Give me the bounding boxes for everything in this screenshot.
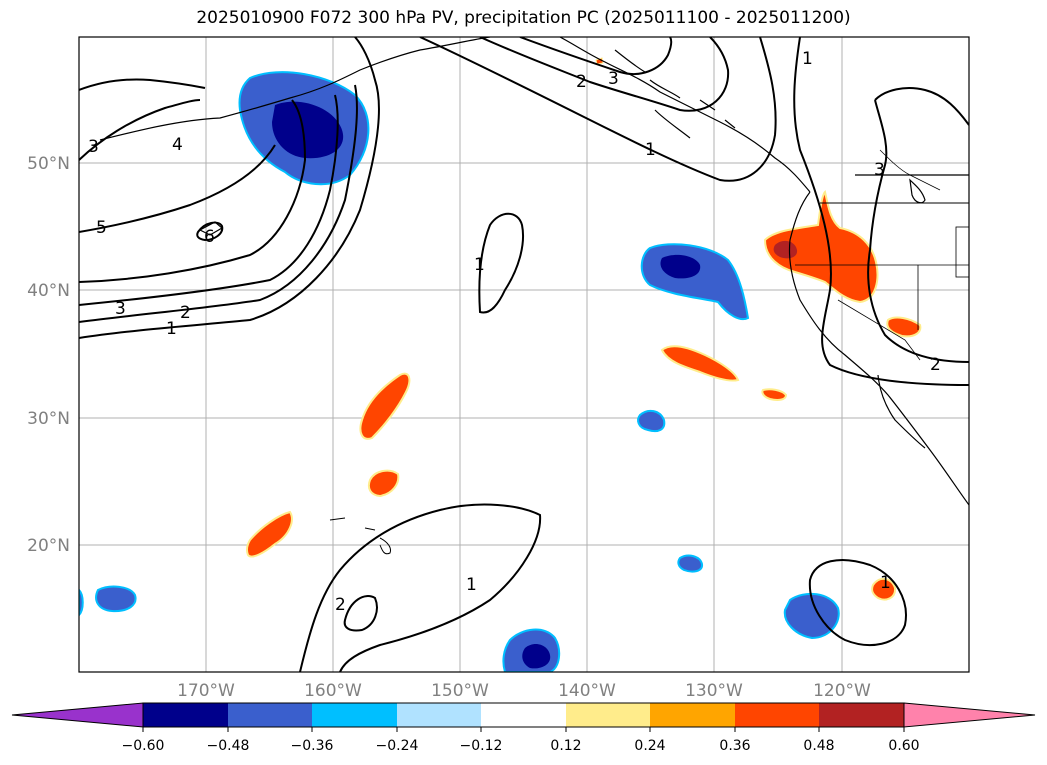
colorbar-tick-label: 0.12: [550, 738, 581, 754]
pv-contour-2-east: [867, 99, 969, 363]
pos-area-21n: [245, 510, 293, 558]
lon-tick-label: 160°W: [304, 681, 362, 701]
colorbar-tick-label: −0.36: [291, 738, 334, 754]
lon-tick-label: 140°W: [558, 681, 616, 701]
colorbar-tick-label: −0.24: [376, 738, 419, 754]
colorbar-segment: [650, 703, 735, 727]
pv-contour-3-top: [79, 78, 206, 91]
lat-tick-labels: 50°N 40°N 30°N 20°N: [27, 154, 70, 556]
pv-contour-1-north: [419, 37, 777, 182]
contour-label: 3: [608, 69, 619, 89]
contour-label: 1: [880, 573, 891, 593]
pv-contour-1-east: [793, 37, 969, 386]
colorbar-tick-label: 0.24: [634, 738, 665, 754]
neg-area-south-central-core: [522, 644, 551, 669]
contour-label: 1: [466, 575, 477, 595]
lat-tick-label: 30°N: [27, 409, 70, 429]
pos-area-california: [763, 190, 879, 304]
contour-label: 2: [576, 72, 587, 92]
contour-labels: 3 4 5 6 3 2 1 2 3 1 1 1 3 2 1 2 1: [88, 49, 941, 615]
pos-area-26n: [367, 469, 400, 498]
neg-area-northeast-pacific-core: [660, 254, 701, 279]
colorbar-segment: [819, 703, 904, 727]
colorbar-segment: [481, 703, 566, 727]
lon-tick-label: 170°W: [177, 681, 235, 701]
neg-area-gulf-alaska-core: [272, 101, 344, 159]
pos-area-california-core: [773, 240, 798, 259]
pv-contour-1-mid: [478, 212, 524, 314]
contour-label: 2: [180, 303, 191, 323]
colorbar-extend-min: [11, 702, 144, 728]
colorbar-tick-label: −0.60: [122, 738, 165, 754]
colorbar-tick-label: −0.48: [207, 738, 250, 754]
lat-tick-label: 20°N: [27, 536, 70, 556]
positive-precip-areas: [245, 57, 922, 601]
lat-tick-label: 40°N: [27, 281, 70, 301]
map-panel: 3 4 5 6 3 2 1 2 3 1 1 1 3 2 1 2 1: [78, 36, 970, 673]
pv-contour-6: [196, 221, 224, 242]
contour-label: 3: [115, 299, 126, 319]
colorbar-tick-label: 0.36: [719, 738, 750, 754]
contour-label: 1: [474, 255, 485, 275]
colorbar-tick-label: −0.12: [460, 738, 503, 754]
pv-contour-1-west: [79, 37, 380, 339]
map-title: 2025010900 F072 300 hPa PV, precipitatio…: [196, 8, 851, 28]
contour-label: 1: [166, 319, 177, 339]
lon-tick-label: 130°W: [685, 681, 743, 701]
colorbar-segment: [735, 703, 819, 727]
colorbar-segment: [312, 703, 397, 727]
pos-area-nevada: [886, 316, 922, 338]
contour-label: 6: [204, 227, 215, 247]
contour-label: 3: [874, 160, 885, 180]
lon-tick-label: 120°W: [813, 681, 871, 701]
colorbar: −0.60 −0.48 −0.36 −0.24 −0.12 0.12 0.24 …: [11, 702, 1036, 754]
colorbar-segment: [397, 703, 481, 727]
lat-tick-label: 50°N: [27, 154, 70, 174]
neg-area-small-19n: [677, 554, 704, 573]
pos-area-baja: [871, 577, 897, 601]
colorbar-segment: [143, 703, 228, 727]
lon-tick-labels: 170°W 160°W 150°W 140°W 130°W 120°W: [177, 681, 871, 701]
contour-label: 5: [96, 218, 107, 238]
pos-area-small-32n: [761, 388, 788, 401]
contour-label: 4: [172, 135, 183, 155]
pos-area-hawaii-north: [359, 372, 411, 440]
pos-area-central-pacific: [660, 345, 740, 382]
colorbar-segment: [228, 703, 312, 727]
gridlines: [79, 37, 969, 672]
lon-tick-label: 150°W: [431, 681, 489, 701]
pv-contour-5-west: [79, 144, 276, 233]
map-frame: [78, 36, 970, 673]
colorbar-tick-label: 0.48: [803, 738, 834, 754]
pv-contour-3-nw: [79, 99, 201, 161]
pv-contours: [79, 37, 969, 672]
contour-label: 1: [645, 140, 656, 160]
pv-contour-3-west: [79, 94, 339, 306]
pv-contour-3-east: [874, 87, 969, 126]
neg-area-small-30n: [637, 409, 666, 433]
pv-contour-4-west: [79, 99, 307, 283]
pv-contour-3-north: [519, 37, 673, 75]
pv-contour-2-south: [343, 595, 378, 632]
contour-label: 2: [930, 355, 941, 375]
contour-label: 1: [802, 49, 813, 69]
colorbar-tick-label: 0.60: [888, 738, 919, 754]
contour-label: 2: [335, 595, 346, 615]
colorbar-segment: [566, 703, 650, 727]
colorbar-extend-max: [903, 702, 1036, 728]
pv-contour-1-southeast: [808, 559, 907, 646]
contour-label: 3: [88, 137, 99, 157]
pv-contour-2-west: [79, 84, 358, 323]
pv-contour-1-south: [299, 503, 542, 672]
pv-contour-2-north: [479, 37, 730, 112]
neg-area-southwest: [95, 585, 137, 613]
